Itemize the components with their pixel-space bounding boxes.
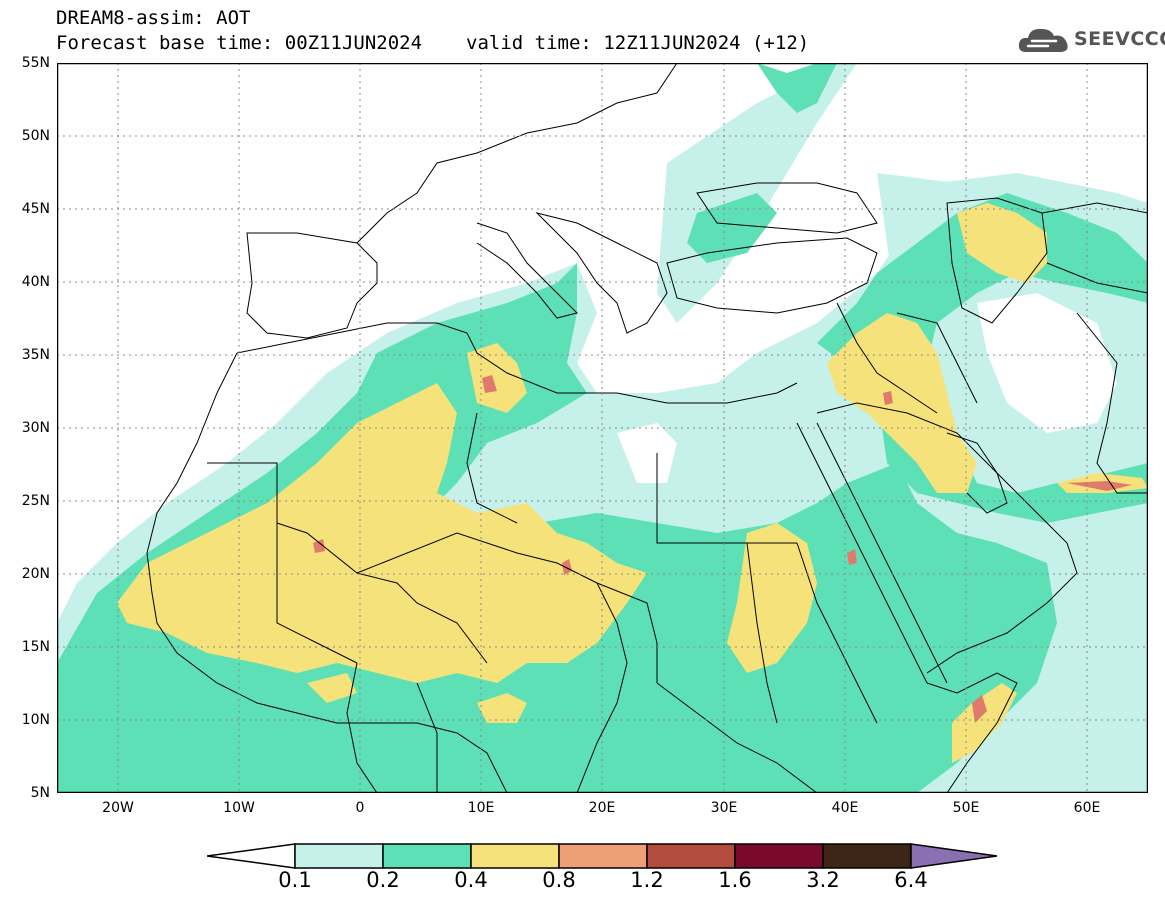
lat-label-15n: 15N xyxy=(21,639,50,655)
lon-label-20w: 20W xyxy=(102,800,134,816)
colorbar-label-0: 0.1 xyxy=(278,868,312,892)
aot-level-0-8 xyxy=(313,375,1132,723)
logo-text: SEEVCCC xyxy=(1074,28,1165,50)
lon-label-60e: 60E xyxy=(1073,800,1101,816)
colorbar-segment-1 xyxy=(382,843,472,869)
lon-label-40e: 40E xyxy=(831,800,859,816)
lat-label-20n: 20N xyxy=(21,566,50,582)
map-title: DREAM8-assim: AOT xyxy=(56,7,251,29)
lon-label-50e: 50E xyxy=(952,800,980,816)
colorbar-segment-2 xyxy=(470,843,560,869)
forecast-times: Forecast base time: 00Z11JUN2024 valid ti… xyxy=(56,33,809,53)
colorbar-high-arrow xyxy=(910,843,998,869)
colorbar-segment-5 xyxy=(734,843,824,869)
colorbar-label-3: 0.8 xyxy=(542,868,576,892)
colorbar-segment-0 xyxy=(294,843,384,869)
cloud-logo-icon xyxy=(1018,28,1068,52)
lon-label-10e: 10E xyxy=(467,800,495,816)
colorbar-label-6: 3.2 xyxy=(806,868,840,892)
colorbar-label-5: 1.6 xyxy=(718,868,752,892)
colorbar-segment-3 xyxy=(558,843,648,869)
lon-label-10w: 10W xyxy=(223,800,255,816)
lon-label-20e: 20E xyxy=(588,800,616,816)
colorbar-label-1: 0.2 xyxy=(366,868,400,892)
lat-label-25n: 25N xyxy=(21,493,50,509)
map-canvas xyxy=(57,63,1148,793)
lat-label-55n: 55N xyxy=(21,55,50,71)
colorbar-label-4: 1.2 xyxy=(630,868,664,892)
colorbar-label-7: 6.4 xyxy=(894,868,928,892)
lat-label-50n: 50N xyxy=(21,128,50,144)
colorbar xyxy=(206,843,999,877)
lat-label-10n: 10N xyxy=(21,712,50,728)
lat-label-5n: 5N xyxy=(30,785,50,801)
colorbar-segment-4 xyxy=(646,843,736,869)
map-frame xyxy=(57,63,1148,793)
valid-time: valid time: 12Z11JUN2024 (+12) xyxy=(466,32,810,54)
base-time: Forecast base time: 00Z11JUN2024 xyxy=(56,32,423,54)
lat-label-30n: 30N xyxy=(21,420,50,436)
aot-map xyxy=(57,63,1148,793)
colorbar-svg xyxy=(206,843,998,869)
colorbar-label-2: 0.4 xyxy=(454,868,488,892)
seevccc-logo: SEEVCCC xyxy=(1018,24,1165,56)
grid-lines xyxy=(57,63,1148,793)
colorbar-low-arrow xyxy=(206,843,296,869)
lat-label-35n: 35N xyxy=(21,347,50,363)
country-borders xyxy=(146,63,1148,793)
lat-label-45n: 45N xyxy=(21,201,50,217)
lon-label-0: 0 xyxy=(355,800,365,816)
lon-label-30e: 30E xyxy=(710,800,738,816)
colorbar-segment-6 xyxy=(822,843,912,869)
lat-label-40n: 40N xyxy=(21,274,50,290)
